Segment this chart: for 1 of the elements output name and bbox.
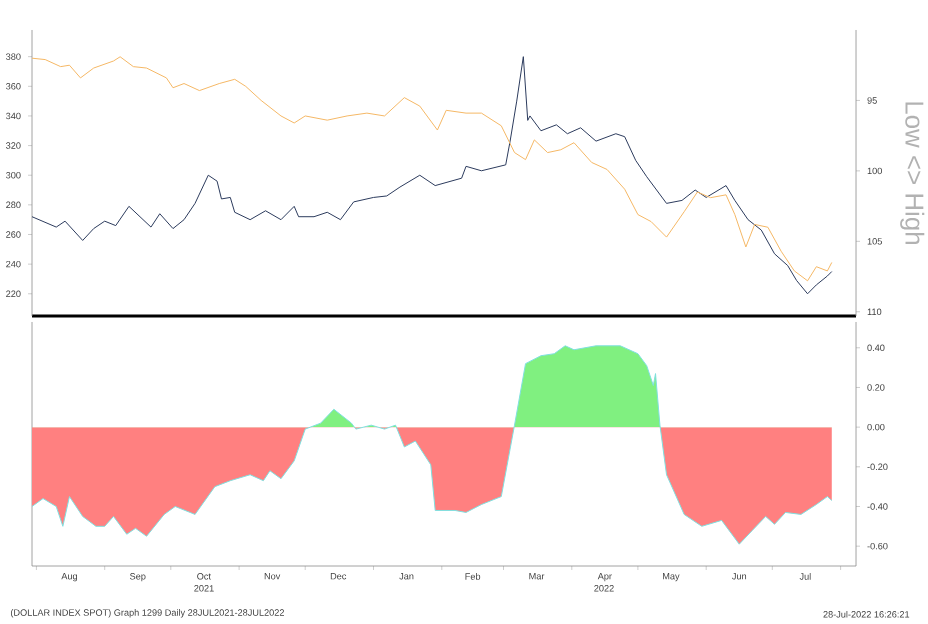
y2-axis-title: Low <> High (900, 102, 925, 244)
